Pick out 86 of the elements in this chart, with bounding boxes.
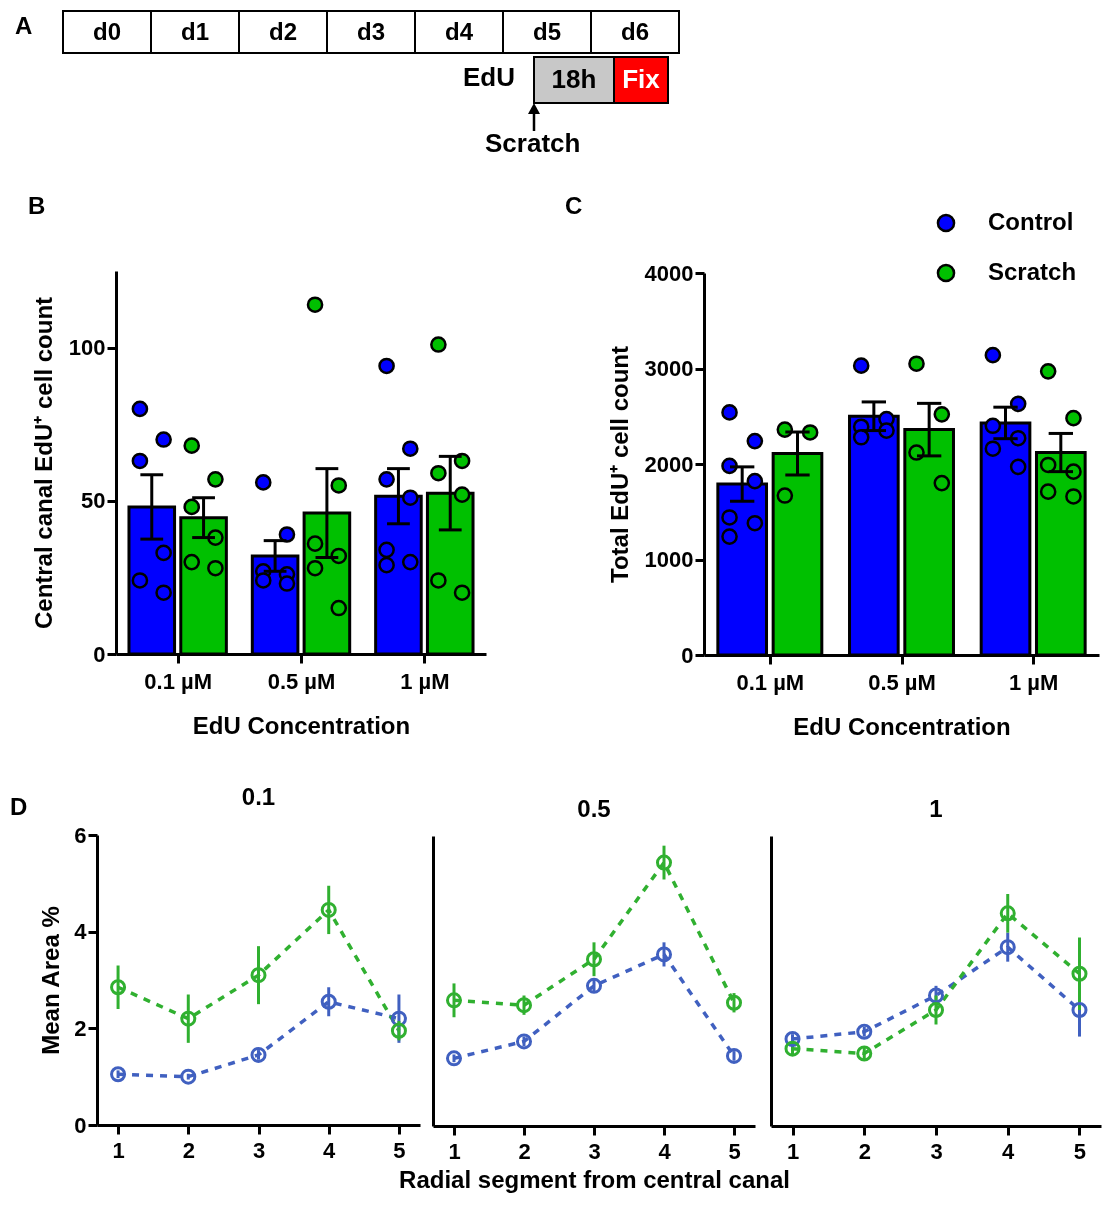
category-label: d4 xyxy=(414,10,504,54)
y-tick-label: 2000 xyxy=(644,451,694,477)
text: 18h xyxy=(533,56,615,104)
point xyxy=(320,901,337,918)
point xyxy=(180,1010,197,1027)
point xyxy=(784,1040,801,1057)
y-tick-label: 1000 xyxy=(644,547,694,572)
x-tick-label: 4 xyxy=(323,1137,337,1163)
text: Fix xyxy=(613,56,669,104)
text: A xyxy=(15,12,33,40)
y-axis-title: Mean Area % xyxy=(37,906,65,1055)
point xyxy=(927,987,945,1004)
category-label: d3 xyxy=(326,10,416,54)
x-tick-label: 0.5 µM xyxy=(868,669,936,695)
point xyxy=(445,1050,463,1067)
category-label: d2 xyxy=(238,10,328,54)
y-tick-label: 6 xyxy=(74,822,87,848)
category-label: d0 xyxy=(62,10,152,54)
point xyxy=(999,905,1016,922)
x-tick-label: 0.1 µM xyxy=(144,668,213,694)
y-tick-label: 4 xyxy=(74,919,88,945)
x-tick-label: 2 xyxy=(858,1138,871,1164)
y-tick-label: 50 xyxy=(81,488,106,514)
y-tick-label: 0 xyxy=(681,642,694,668)
y-tick-label: 4000 xyxy=(644,260,694,286)
point xyxy=(1071,1001,1088,1019)
category-label: d1 xyxy=(150,10,240,54)
x-tick-label: 5 xyxy=(728,1138,741,1164)
point xyxy=(250,1046,267,1063)
legend-label: Control xyxy=(988,208,1074,235)
chart-title: 0.5 xyxy=(577,795,611,822)
y-axis-title: Total EdU⁺ cell count xyxy=(605,346,633,583)
x-tick-label: 1 xyxy=(448,1138,461,1164)
chart-title: 1 xyxy=(929,795,943,822)
point xyxy=(725,1047,743,1064)
point xyxy=(180,1068,197,1085)
point xyxy=(110,1066,127,1083)
text: D xyxy=(10,793,28,821)
text: C xyxy=(565,192,583,220)
point xyxy=(999,939,1016,956)
point xyxy=(585,977,603,994)
x-axis-title: EdU Concentration xyxy=(793,712,1011,740)
legend-label: Scratch xyxy=(988,258,1077,285)
y-tick-label: 100 xyxy=(68,335,106,361)
x-tick-label: 5 xyxy=(1073,1138,1087,1164)
x-tick-label: 1 µM xyxy=(1008,669,1059,695)
point xyxy=(585,951,603,968)
text: Scratch xyxy=(485,128,581,159)
point xyxy=(1071,965,1088,982)
point xyxy=(515,997,533,1014)
y-tick-label: 2 xyxy=(74,1015,87,1041)
x-axis-title: EdU Concentration xyxy=(192,711,411,739)
point xyxy=(655,854,673,871)
x-tick-label: 2 xyxy=(182,1137,195,1163)
y-tick-label: 0 xyxy=(74,1112,87,1138)
x-tick-label: 4 xyxy=(1002,1138,1016,1164)
category-label: d5 xyxy=(502,10,592,54)
x-tick-label: 1 xyxy=(786,1138,800,1164)
point xyxy=(390,1022,407,1039)
chart-title: 0.1 xyxy=(241,783,276,810)
category-label: d6 xyxy=(590,10,680,54)
point xyxy=(250,967,267,984)
x-tick-label: 3 xyxy=(930,1138,943,1164)
point xyxy=(927,1001,945,1019)
x-tick-label: 1 µM xyxy=(400,668,450,694)
x-tick-label: 0.5 µM xyxy=(267,668,336,694)
y-tick-label: 3000 xyxy=(644,356,694,381)
point xyxy=(655,946,673,963)
point xyxy=(445,992,463,1009)
point xyxy=(110,979,127,996)
x-tick-label: 2 xyxy=(518,1138,531,1164)
x-tick-label: 1 xyxy=(112,1137,125,1163)
y-axis-title: Central canal EdU⁺ cell count xyxy=(29,296,57,630)
x-tick-label: 5 xyxy=(393,1137,406,1163)
text: B xyxy=(28,192,46,220)
y-tick-label: 0 xyxy=(93,641,106,667)
x-tick-label: 3 xyxy=(588,1138,601,1164)
point xyxy=(856,1045,873,1062)
x-tick-label: 3 xyxy=(252,1137,266,1163)
point xyxy=(725,994,743,1011)
text: EdU xyxy=(463,62,515,93)
point xyxy=(515,1033,533,1050)
x-tick-label: 0.1 µM xyxy=(736,669,805,695)
x-axis-title: Radial segment from central canal xyxy=(399,1165,790,1193)
point xyxy=(856,1023,873,1040)
point xyxy=(320,993,337,1010)
